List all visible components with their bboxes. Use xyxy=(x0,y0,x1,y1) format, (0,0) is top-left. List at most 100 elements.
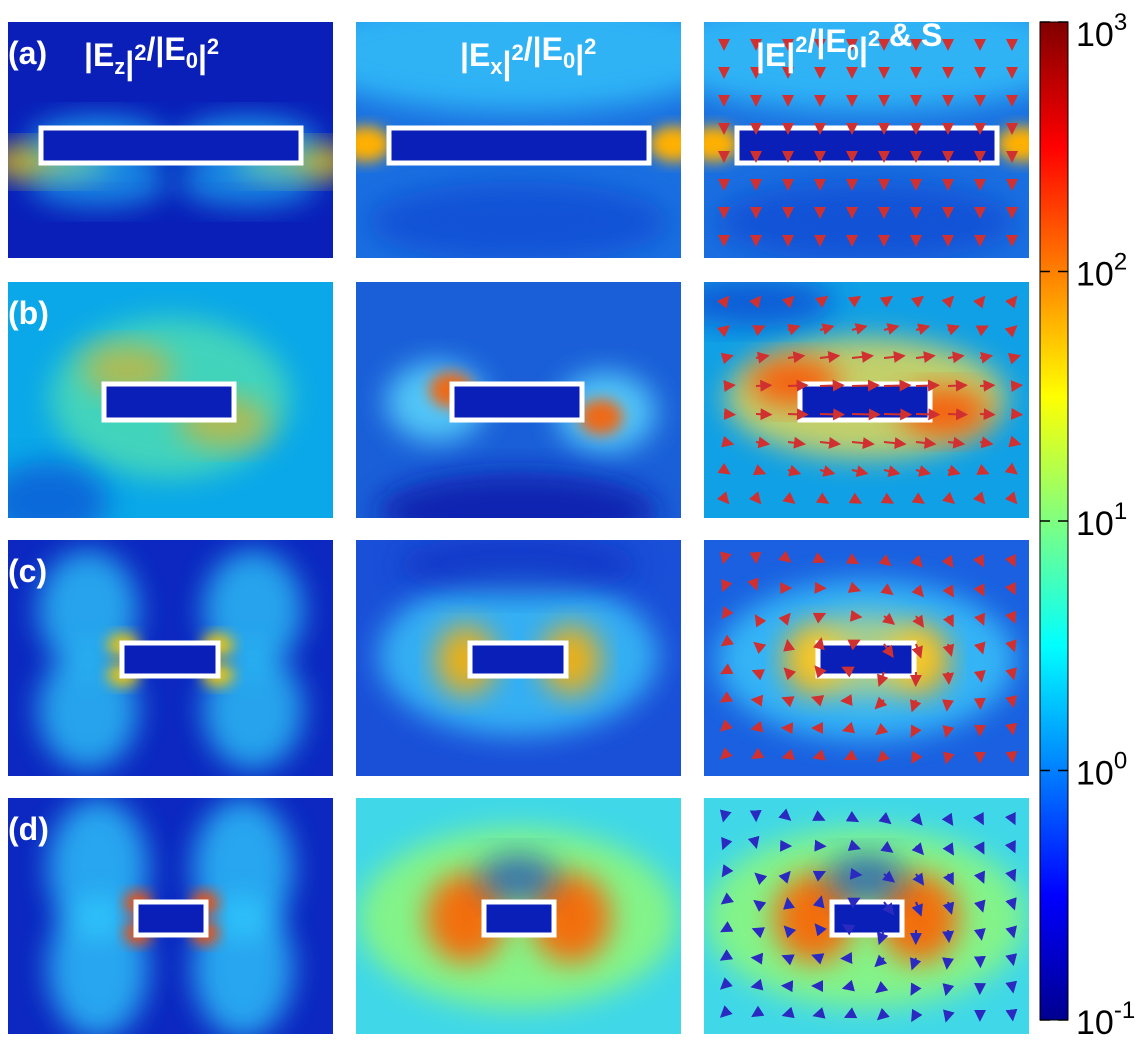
poynting-vector xyxy=(942,614,954,628)
column-title-1: |Ez|2/|E0|2 xyxy=(84,31,219,81)
poynting-vector xyxy=(912,614,925,628)
poynting-vector xyxy=(752,325,766,337)
poynting-vector xyxy=(911,750,923,765)
poynting-vector xyxy=(719,551,732,565)
poynting-vector xyxy=(755,408,773,421)
poynting-vector xyxy=(841,721,856,734)
poynting-vector xyxy=(812,552,826,563)
poynting-vector xyxy=(783,638,796,652)
poynting-vector xyxy=(973,583,985,597)
poynting-vector xyxy=(841,924,856,936)
field-hotspot xyxy=(704,282,834,327)
poynting-vector xyxy=(1005,722,1018,736)
nanorod-interior xyxy=(41,128,301,163)
poynting-vector xyxy=(942,871,954,886)
field-hotspot xyxy=(48,898,148,1034)
poynting-vector xyxy=(723,408,737,420)
poynting-vector xyxy=(751,747,765,760)
nanorod-outline xyxy=(386,125,652,166)
poynting-vector xyxy=(787,436,806,449)
heatmap-panel-c-3 xyxy=(704,540,1029,776)
nanorod-outline xyxy=(481,899,557,938)
poynting-vector xyxy=(851,465,869,477)
row-label: (d) xyxy=(8,811,49,847)
poynting-vector xyxy=(915,351,936,363)
nanorod-outline xyxy=(38,125,304,166)
poynting-vector xyxy=(910,554,923,568)
poynting-vector xyxy=(719,691,734,703)
poynting-vector xyxy=(877,929,889,946)
poynting-vector xyxy=(723,380,736,392)
poynting-vector xyxy=(947,408,969,421)
poynting-vector xyxy=(778,808,792,821)
poynting-vector xyxy=(883,323,900,335)
poynting-vector xyxy=(843,749,858,761)
poynting-vector xyxy=(972,491,986,505)
poynting-vector xyxy=(845,810,860,823)
poynting-vector xyxy=(877,671,889,687)
poynting-vector xyxy=(812,810,826,821)
poynting-vector xyxy=(721,836,733,851)
field-hotspot xyxy=(774,873,854,963)
poynting-vector xyxy=(750,720,764,733)
field-hotspot xyxy=(356,126,391,162)
poynting-vector xyxy=(787,464,802,477)
heatmap-panel-d-1 xyxy=(8,798,333,1034)
column-titles: |Ez|2/|E0|2 |Ex|2/|E0|2 |E|2/|E0|2 & S xyxy=(84,17,942,81)
nanorod-interior xyxy=(470,643,566,676)
poynting-vector xyxy=(942,725,955,739)
poynting-vector xyxy=(1005,897,1017,911)
poynting-vector xyxy=(979,379,996,392)
poynting-vector xyxy=(881,870,896,883)
poynting-vector xyxy=(911,842,925,856)
poynting-vector xyxy=(883,408,913,421)
heatmap-panel-a-2 xyxy=(356,22,681,258)
poynting-vector xyxy=(755,436,771,449)
poynting-vector xyxy=(941,554,954,569)
poynting-vector xyxy=(778,870,791,884)
heatmap-panel-b-1 xyxy=(8,282,333,518)
poynting-vector xyxy=(878,811,892,825)
poynting-vector xyxy=(851,350,874,363)
poynting-vector xyxy=(812,870,827,882)
poynting-vector xyxy=(880,841,894,853)
poynting-vector xyxy=(910,295,925,308)
colorbar-tick-label: 102 xyxy=(1076,249,1127,294)
poynting-vector xyxy=(1004,840,1016,854)
poynting-vector xyxy=(720,634,734,647)
poynting-vector xyxy=(880,583,894,596)
poynting-vector xyxy=(717,462,731,475)
poynting-vector xyxy=(879,295,894,308)
field-hotspot xyxy=(879,873,959,963)
poynting-vector xyxy=(976,463,990,475)
row-label: (c) xyxy=(8,553,47,589)
poynting-vector xyxy=(810,695,825,707)
poynting-vector xyxy=(787,323,801,336)
poynting-vector xyxy=(849,609,863,622)
poynting-vector xyxy=(841,666,855,678)
poynting-vector xyxy=(911,492,926,504)
poynting-vector xyxy=(883,465,901,477)
poynting-vector xyxy=(721,578,733,593)
poynting-vector xyxy=(721,435,735,448)
poynting-vector xyxy=(719,809,732,823)
poynting-vector xyxy=(911,901,923,917)
poynting-vector xyxy=(943,1009,955,1023)
poynting-vector xyxy=(973,928,986,941)
poynting-vector xyxy=(876,749,890,763)
poynting-vector xyxy=(882,901,895,916)
poynting-vector xyxy=(942,983,955,997)
poynting-vector xyxy=(880,492,895,504)
poynting-vector xyxy=(973,554,984,568)
poynting-vector xyxy=(979,408,996,421)
nanorod-interior xyxy=(452,384,582,420)
nanorod-interior xyxy=(122,643,218,676)
poynting-vector xyxy=(973,870,986,884)
poynting-vector xyxy=(781,954,795,966)
poynting-vector xyxy=(1007,352,1022,365)
poynting-vector xyxy=(778,550,792,563)
poynting-vector xyxy=(973,295,986,309)
poynting-vector xyxy=(1004,491,1018,505)
poynting-vector xyxy=(811,953,825,965)
poynting-vector xyxy=(883,437,907,450)
